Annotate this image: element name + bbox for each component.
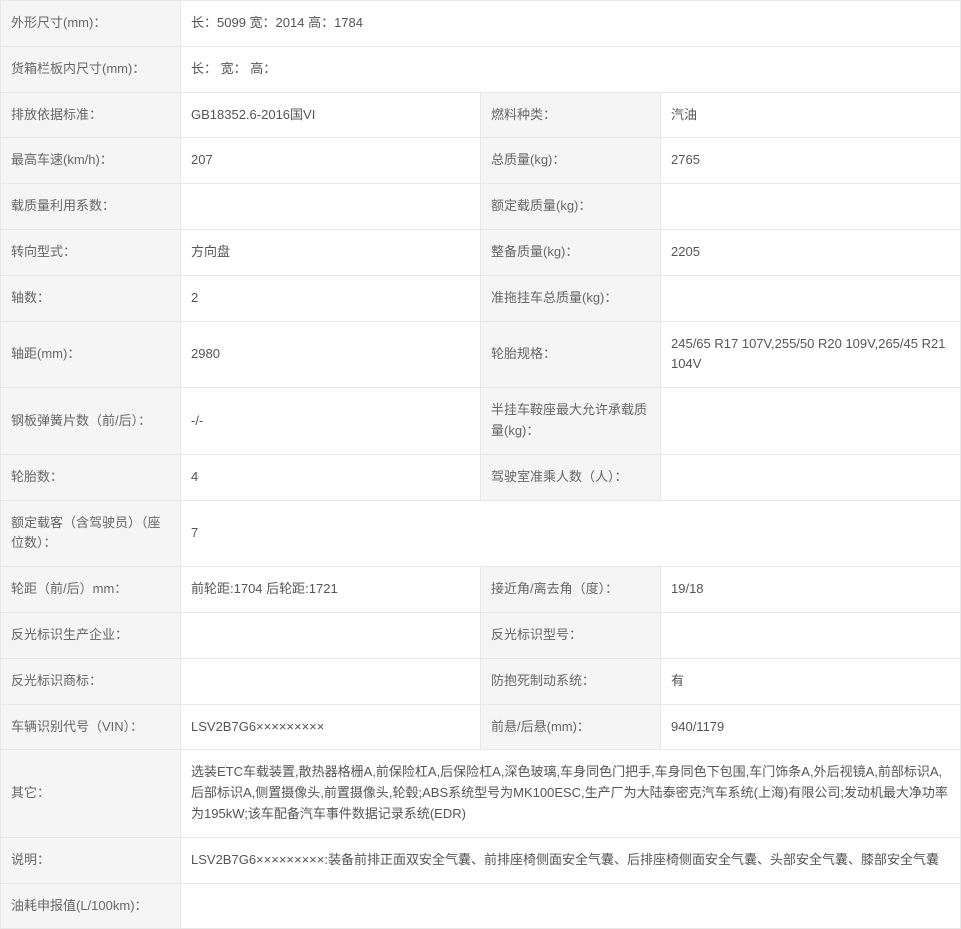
fuelcons-label: 油耗申报值(L/100km)： xyxy=(1,883,181,929)
cargo-label: 货箱栏板内尺寸(mm)： xyxy=(1,46,181,92)
emission-label: 排放依据标准： xyxy=(1,92,181,138)
overhang-value: 940/1179 xyxy=(661,704,961,750)
reflector-mfr-value xyxy=(181,612,481,658)
table-row: 外形尺寸(mm)： 长：5099 宽：2014 高：1784 xyxy=(1,1,961,47)
table-row: 油耗申报值(L/100km)： xyxy=(1,883,961,929)
axles-value: 2 xyxy=(181,275,481,321)
steering-label: 转向型式： xyxy=(1,229,181,275)
curbmass-label: 整备质量(kg)： xyxy=(481,229,661,275)
table-row: 货箱栏板内尺寸(mm)： 长： 宽： 高： xyxy=(1,46,961,92)
track-value: 前轮距:1704 后轮距:1721 xyxy=(181,567,481,613)
vin-label: 车辆识别代号（VIN）： xyxy=(1,704,181,750)
table-row: 反光标识商标： 防抱死制动系统： 有 xyxy=(1,658,961,704)
fuel-value: 汽油 xyxy=(661,92,961,138)
desc-value: LSV2B7G6×××××××××:装备前排正面双安全气囊、前排座椅侧面安全气囊… xyxy=(181,837,961,883)
table-row: 轴距(mm)： 2980 轮胎规格： 245/65 R17 107V,255/5… xyxy=(1,321,961,388)
leafspring-value: -/- xyxy=(181,388,481,455)
reflector-model-value xyxy=(661,612,961,658)
trailer-value xyxy=(661,275,961,321)
table-row: 车辆识别代号（VIN）： LSV2B7G6××××××××× 前悬/后悬(mm)… xyxy=(1,704,961,750)
table-row: 轮胎数： 4 驾驶室准乘人数（人）： xyxy=(1,454,961,500)
tirespec-value: 245/65 R17 107V,255/50 R20 109V,265/45 R… xyxy=(661,321,961,388)
dim-label: 外形尺寸(mm)： xyxy=(1,1,181,47)
ratedpass-value: 7 xyxy=(181,500,961,567)
leafspring-label: 钢板弹簧片数（前/后）： xyxy=(1,388,181,455)
semitrailer-value xyxy=(661,388,961,455)
table-row: 钢板弹簧片数（前/后）： -/- 半挂车鞍座最大允许承载质量(kg)： xyxy=(1,388,961,455)
overhang-label: 前悬/后悬(mm)： xyxy=(481,704,661,750)
table-row: 轴数： 2 准拖挂车总质量(kg)： xyxy=(1,275,961,321)
table-row: 额定载客（含驾驶员）（座位数）： 7 xyxy=(1,500,961,567)
cabseats-label: 驾驶室准乘人数（人）： xyxy=(481,454,661,500)
table-row: 转向型式： 方向盘 整备质量(kg)： 2205 xyxy=(1,229,961,275)
table-row: 说明： LSV2B7G6×××××××××:装备前排正面双安全气囊、前排座椅侧面… xyxy=(1,837,961,883)
tirespec-label: 轮胎规格： xyxy=(481,321,661,388)
table-row: 最高车速(km/h)： 207 总质量(kg)： 2765 xyxy=(1,138,961,184)
reflector-brand-value xyxy=(181,658,481,704)
abs-value: 有 xyxy=(661,658,961,704)
loadfactor-label: 载质量利用系数： xyxy=(1,184,181,230)
table-row: 载质量利用系数： 额定载质量(kg)： xyxy=(1,184,961,230)
fuel-label: 燃料种类： xyxy=(481,92,661,138)
angle-label: 接近角/离去角（度）： xyxy=(481,567,661,613)
cabseats-value xyxy=(661,454,961,500)
totalmass-value: 2765 xyxy=(661,138,961,184)
emission-value: GB18352.6-2016国VI xyxy=(181,92,481,138)
abs-label: 防抱死制动系统： xyxy=(481,658,661,704)
maxspeed-label: 最高车速(km/h)： xyxy=(1,138,181,184)
wheelbase-label: 轴距(mm)： xyxy=(1,321,181,388)
ratedpass-label: 额定载客（含驾驶员）（座位数）： xyxy=(1,500,181,567)
wheelbase-value: 2980 xyxy=(181,321,481,388)
semitrailer-label: 半挂车鞍座最大允许承载质量(kg)： xyxy=(481,388,661,455)
ratedload-label: 额定载质量(kg)： xyxy=(481,184,661,230)
table-row: 排放依据标准： GB18352.6-2016国VI 燃料种类： 汽油 xyxy=(1,92,961,138)
desc-label: 说明： xyxy=(1,837,181,883)
table-row: 轮距（前/后）mm： 前轮距:1704 后轮距:1721 接近角/离去角（度）：… xyxy=(1,567,961,613)
vin-value: LSV2B7G6××××××××× xyxy=(181,704,481,750)
spec-table: 外形尺寸(mm)： 长：5099 宽：2014 高：1784 货箱栏板内尺寸(m… xyxy=(0,0,961,929)
track-label: 轮距（前/后）mm： xyxy=(1,567,181,613)
fuelcons-value xyxy=(181,883,961,929)
loadfactor-value xyxy=(181,184,481,230)
tirecount-value: 4 xyxy=(181,454,481,500)
table-row: 反光标识生产企业： 反光标识型号： xyxy=(1,612,961,658)
trailer-label: 准拖挂车总质量(kg)： xyxy=(481,275,661,321)
reflector-mfr-label: 反光标识生产企业： xyxy=(1,612,181,658)
totalmass-label: 总质量(kg)： xyxy=(481,138,661,184)
dim-value: 长：5099 宽：2014 高：1784 xyxy=(181,1,961,47)
maxspeed-value: 207 xyxy=(181,138,481,184)
axles-label: 轴数： xyxy=(1,275,181,321)
reflector-brand-label: 反光标识商标： xyxy=(1,658,181,704)
cargo-value: 长： 宽： 高： xyxy=(181,46,961,92)
tirecount-label: 轮胎数： xyxy=(1,454,181,500)
steering-value: 方向盘 xyxy=(181,229,481,275)
curbmass-value: 2205 xyxy=(661,229,961,275)
ratedload-value xyxy=(661,184,961,230)
reflector-model-label: 反光标识型号： xyxy=(481,612,661,658)
angle-value: 19/18 xyxy=(661,567,961,613)
